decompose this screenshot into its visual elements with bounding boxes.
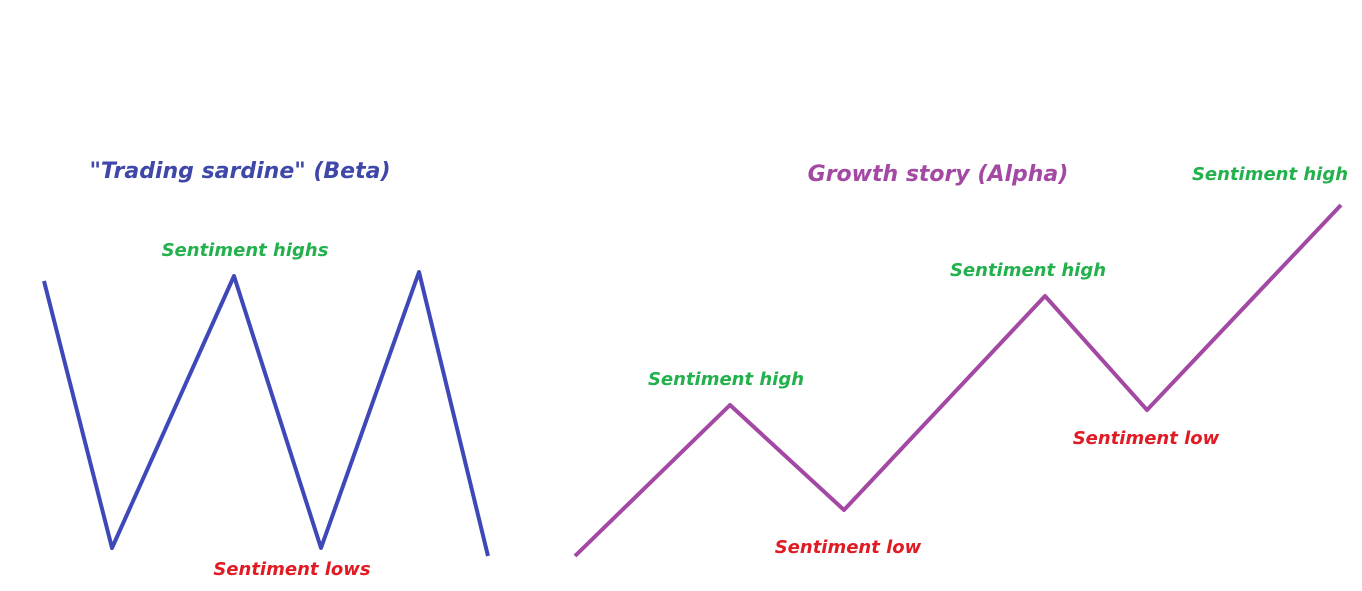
beta-line	[42, 270, 490, 557]
alpha-title: Growth story (Alpha)	[808, 162, 1069, 187]
high-label: Sentiment high	[950, 260, 1106, 281]
low-label: Sentiment low	[775, 537, 922, 558]
low-label: Sentiment low	[1073, 428, 1220, 449]
low-label: Sentiment lows	[213, 559, 371, 580]
high-label: Sentiment high	[648, 369, 804, 390]
high-label: Sentiment highs	[162, 240, 329, 261]
beta-title: "Trading sardine" (Beta)	[89, 159, 390, 184]
high-label: Sentiment high	[1192, 164, 1348, 185]
alpha-line	[573, 203, 1343, 558]
